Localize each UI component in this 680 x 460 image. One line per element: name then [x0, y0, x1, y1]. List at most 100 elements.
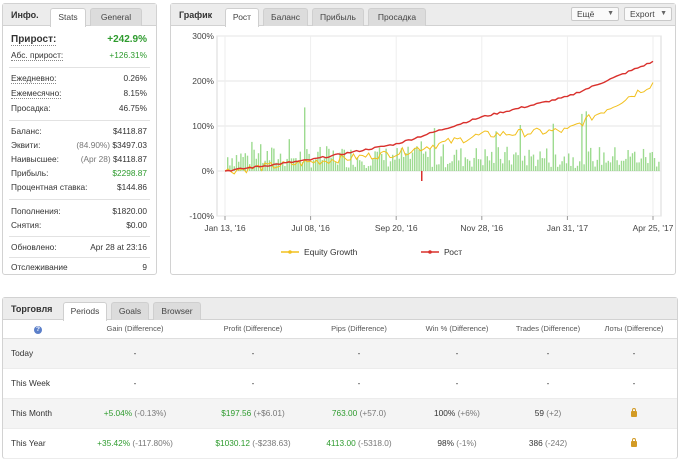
- gain-row: Прирост: +242.9%: [11, 34, 147, 48]
- trade-bar: [273, 148, 275, 171]
- trade-bar: [568, 153, 570, 171]
- tab-profit[interactable]: Прибыль: [312, 8, 364, 26]
- trade-bar: [414, 147, 416, 171]
- trade-bar: [486, 156, 488, 171]
- trading-panel-title: Торговля: [11, 304, 53, 314]
- interest-label: Процентная ставка:: [11, 182, 88, 192]
- tab-general[interactable]: General: [90, 8, 142, 26]
- win-cell-value: -: [455, 378, 459, 388]
- trade-bar: [458, 160, 460, 171]
- trade-bar: [398, 158, 400, 171]
- highest-row: Наивысшее: (Apr 28) $4118.87: [11, 154, 147, 166]
- trade-bar: [590, 147, 592, 171]
- trade-bar: [554, 154, 557, 171]
- export-dropdown[interactable]: Export ▼: [624, 7, 672, 21]
- win-cell-value: -: [455, 348, 459, 358]
- trades-cell: 59 (+2): [505, 398, 591, 429]
- trade-bar: [297, 162, 299, 171]
- trade-bar: [319, 146, 321, 171]
- column-lots[interactable]: Лоты (Difference): [591, 320, 677, 339]
- tab-balance[interactable]: Баланс: [263, 8, 308, 26]
- daily-value: 0.26%: [123, 73, 147, 83]
- trade-bar: [572, 157, 574, 171]
- trade-bar: [515, 152, 517, 171]
- trade-bar: [539, 151, 541, 171]
- legend-label: Рост: [444, 247, 462, 257]
- tab-stats[interactable]: Stats: [50, 8, 86, 27]
- trade-bar: [587, 151, 590, 171]
- trade-bar: [251, 141, 253, 171]
- trade-bar: [231, 158, 233, 171]
- lock-icon[interactable]: [631, 438, 637, 447]
- abs-gain-label[interactable]: Абс. прирост:: [11, 50, 64, 61]
- equity-row: Эквити: (84.90%) $3497.03: [11, 140, 147, 152]
- table-row: This Month +5.04% (-0.13%) $197.56 (+$6.01…: [3, 398, 677, 429]
- pips-cell: 763.00 (+57.0): [309, 398, 409, 429]
- daily-label[interactable]: Ежедневно:: [11, 73, 57, 84]
- trade-bar: [557, 166, 559, 171]
- tab-growth[interactable]: Рост: [225, 8, 259, 27]
- monthly-label[interactable]: Ежемесячно:: [11, 88, 62, 99]
- tab-browser[interactable]: Browser: [153, 302, 201, 320]
- profit-cell: $1030.12 (-$238.63): [197, 428, 309, 459]
- series-line: [224, 60, 654, 172]
- gain-label[interactable]: Прирост:: [11, 34, 57, 46]
- trade-bar: [561, 161, 563, 171]
- trading-panel-header: Торговля Periods Goals Browser: [3, 298, 677, 321]
- trade-bar: [352, 164, 354, 171]
- trade-bar: [627, 150, 629, 171]
- trade-bar: [513, 154, 515, 171]
- trade-bar: [510, 164, 513, 171]
- trade-bar: [559, 164, 561, 171]
- trade-bar: [506, 146, 508, 171]
- trade-bar: [378, 147, 381, 171]
- column-profit[interactable]: Profit (Difference): [197, 320, 309, 339]
- tab-goals[interactable]: Goals: [111, 302, 149, 320]
- trade-bar: [326, 146, 328, 171]
- trade-bar: [312, 160, 315, 171]
- trade-bar: [444, 167, 447, 171]
- trade-bar: [376, 151, 378, 171]
- column-pips[interactable]: Pips (Difference): [309, 320, 409, 339]
- legend-marker: [288, 250, 292, 254]
- trade-bar: [616, 160, 618, 171]
- trade-bar: [282, 163, 284, 171]
- more-dropdown[interactable]: Ещё ▼: [571, 7, 619, 21]
- help-icon[interactable]: ?: [34, 325, 42, 334]
- gain-cell: -: [73, 368, 197, 399]
- win-cell: 98% (-1%): [409, 428, 505, 459]
- trade-bar: [235, 155, 238, 171]
- trade-bar: [407, 146, 409, 171]
- tracking-value[interactable]: 9: [142, 262, 147, 272]
- gain-cell: +5.04% (-0.13%): [73, 398, 197, 429]
- trade-bar: [301, 162, 304, 171]
- chart-panel: График Рост Баланс Прибыль Просадка Ещё …: [170, 3, 676, 275]
- lock-icon[interactable]: [631, 408, 637, 417]
- trade-bar: [260, 144, 262, 171]
- tab-periods[interactable]: Periods: [63, 302, 107, 321]
- trades-cell: -: [505, 338, 591, 369]
- column-gain[interactable]: Gain (Difference): [73, 320, 197, 339]
- growth-chart[interactable]: 300% 200% 100% 0% -100% Jan 13, '16 Jul 08, '…: [171, 26, 675, 274]
- trade-bar: [537, 159, 539, 171]
- trade-bar: [543, 158, 546, 171]
- trade-bar: [244, 153, 246, 171]
- column-win[interactable]: Win % (Difference): [409, 320, 505, 339]
- y-tick-label: 0%: [202, 166, 215, 176]
- tracking-row: Отслеживание 9: [11, 262, 147, 274]
- trade-bar: [334, 162, 337, 171]
- equity-note: (84.90%): [76, 140, 111, 150]
- trade-bar: [394, 159, 396, 171]
- trade-bar: [238, 161, 240, 171]
- trade-bar: [400, 148, 403, 171]
- help-column: ?: [3, 320, 73, 339]
- withdrawals-label: Снятия:: [11, 220, 42, 230]
- trade-bar: [623, 160, 625, 171]
- column-trades[interactable]: Trades (Difference): [505, 320, 591, 339]
- trade-bar: [290, 158, 293, 171]
- trade-bar: [484, 149, 486, 171]
- profit-row: Прибыль: $2298.87: [11, 168, 147, 180]
- x-tick-label: Jan 13, '16: [204, 223, 246, 233]
- tab-drawdown[interactable]: Просадка: [368, 8, 426, 26]
- trade-bar: [385, 148, 387, 171]
